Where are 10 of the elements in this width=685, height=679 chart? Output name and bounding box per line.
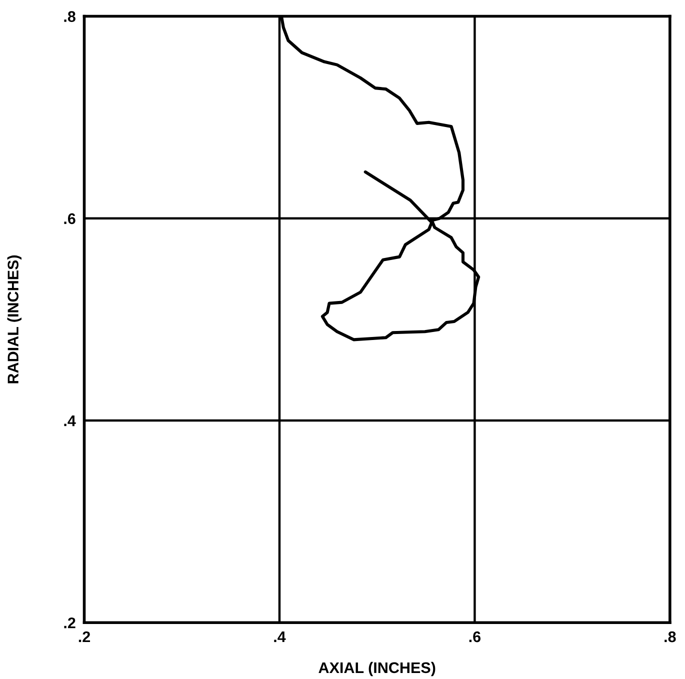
x-tick-label: .4 — [274, 632, 286, 642]
x-tick-label: .8 — [664, 631, 676, 642]
y-tick-label: .6 — [64, 213, 76, 224]
y-axis-title: RADIAL (INCHES) — [7, 255, 22, 384]
y-tick-label: .2 — [64, 618, 76, 628]
x-tick-label: .6 — [469, 631, 481, 642]
x-tick-label: .2 — [78, 631, 90, 642]
y-tick-label: .4 — [64, 416, 76, 426]
x-axis-title: AXIAL (INCHES) — [318, 662, 436, 676]
y-tick-label: .8 — [64, 11, 76, 22]
